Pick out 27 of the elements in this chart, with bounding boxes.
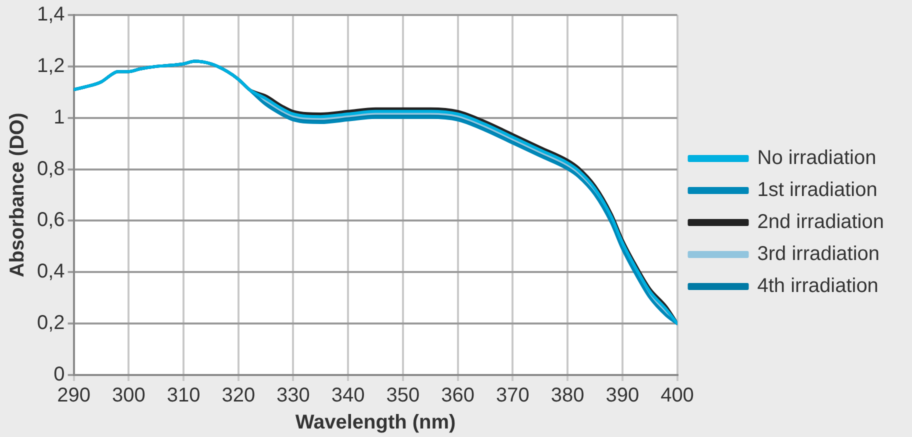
y-tick-label: 0,6 [36,209,65,232]
x-tick-label: 300 [112,384,146,407]
legend-label: 1st irradiation [757,179,878,202]
x-tick-label: 320 [222,384,256,407]
y-tick-label: 0,4 [36,260,65,283]
legend-label: 4th irradiation [757,275,878,298]
y-tick-label: 0 [54,364,65,386]
y-tick-label: 1,4 [36,4,65,26]
y-tick-label: 1,2 [36,54,65,77]
x-tick-label: 360 [441,384,475,407]
x-tick-label: 390 [606,384,640,407]
x-tick-label: 400 [660,384,694,407]
legend-label: 3rd irradiation [757,243,880,266]
x-tick-label: 350 [386,384,420,407]
y-tick-label: 0,2 [36,312,65,334]
x-tick-label: 310 [166,384,200,407]
y-axis-title: Absorbance (DO) [6,112,29,278]
x-tick-label: 290 [57,384,90,407]
x-tick-label: 330 [276,384,310,407]
y-tick-label: 1 [54,106,65,128]
legend-label: No irradiation [757,147,876,170]
x-axis-title: Wavelength (nm) [295,412,456,434]
x-tick-label: 340 [331,384,365,407]
x-tick-label: 370 [496,384,530,407]
x-tick-label: 380 [550,384,584,407]
legend-label: 2nd irradiation [757,211,884,234]
y-tick-label: 0,8 [36,158,65,180]
